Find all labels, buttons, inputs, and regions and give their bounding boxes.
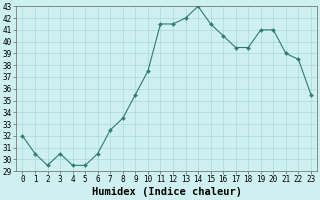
X-axis label: Humidex (Indice chaleur): Humidex (Indice chaleur) — [92, 187, 242, 197]
